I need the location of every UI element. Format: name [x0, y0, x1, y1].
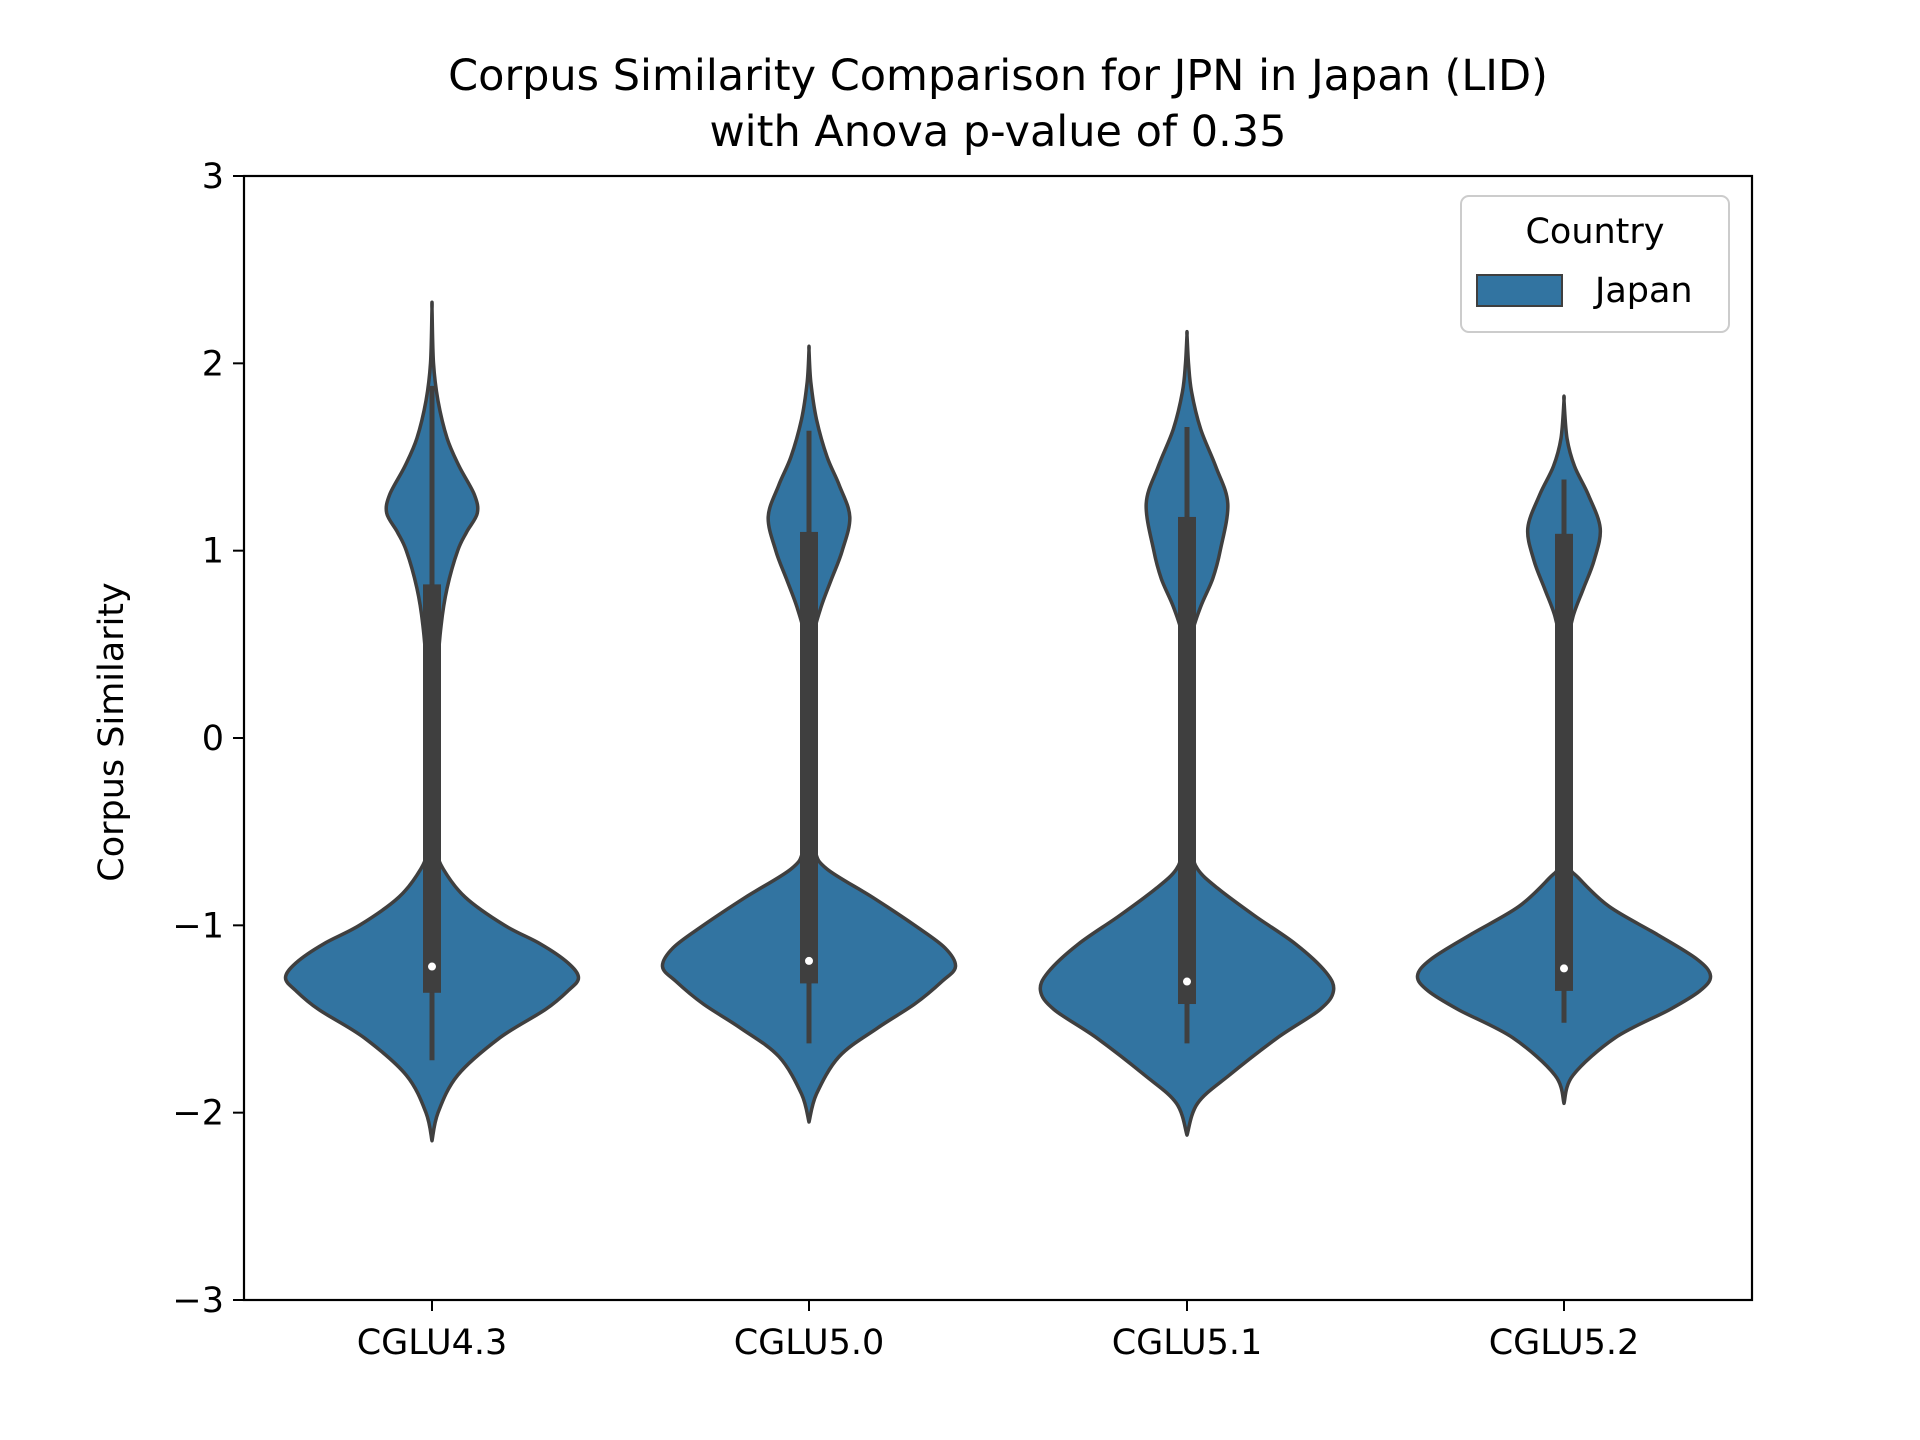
x-tick-label: CGLU5.2 — [1489, 1323, 1640, 1363]
x-ticks: CGLU4.3 CGLU5.0 CGLU5.1 CGLU5.2 — [357, 1300, 1640, 1363]
x-tick-label: CGLU5.0 — [734, 1323, 885, 1363]
median-dot-cglu5-0 — [805, 956, 813, 965]
x-tick-label: CGLU4.3 — [357, 1323, 508, 1363]
legend-label-japan: Japan — [1593, 271, 1693, 311]
x-tick-label: CGLU5.1 — [1112, 1323, 1263, 1363]
y-tick-label: 0 — [202, 719, 224, 759]
y-tick-label: −2 — [172, 1094, 224, 1134]
y-tick-label: 1 — [202, 532, 224, 572]
median-dot-cglu4-3 — [428, 962, 436, 971]
median-dot-cglu5-2 — [1560, 964, 1568, 973]
y-tick-label: 2 — [202, 344, 224, 384]
y-tick-label: 3 — [202, 157, 224, 197]
median-dot-cglu5-1 — [1183, 977, 1191, 986]
iqr-box-cglu5-0 — [800, 531, 818, 984]
y-tick-label: −3 — [172, 1281, 224, 1321]
y-axis-label: Corpus Similarity — [92, 582, 132, 881]
iqr-box-cglu5-2 — [1555, 533, 1573, 991]
iqr-box-cglu4-3 — [423, 584, 441, 993]
violins-layer — [283, 300, 1713, 1143]
legend-swatch-japan — [1476, 274, 1563, 307]
chart-title-line-2: with Anova p-value of 0.35 — [710, 107, 1287, 157]
legend-title: Country — [1525, 212, 1664, 252]
legend: Country Japan — [1460, 195, 1730, 333]
y-ticks: −3 −2 −1 0 1 2 3 — [172, 157, 244, 1321]
plot-frame — [242, 174, 1754, 1302]
y-tick-label: −1 — [172, 906, 224, 946]
iqr-box-cglu5-1 — [1178, 516, 1196, 1005]
chart-title-line-1: Corpus Similarity Comparison for JPN in … — [448, 51, 1548, 101]
